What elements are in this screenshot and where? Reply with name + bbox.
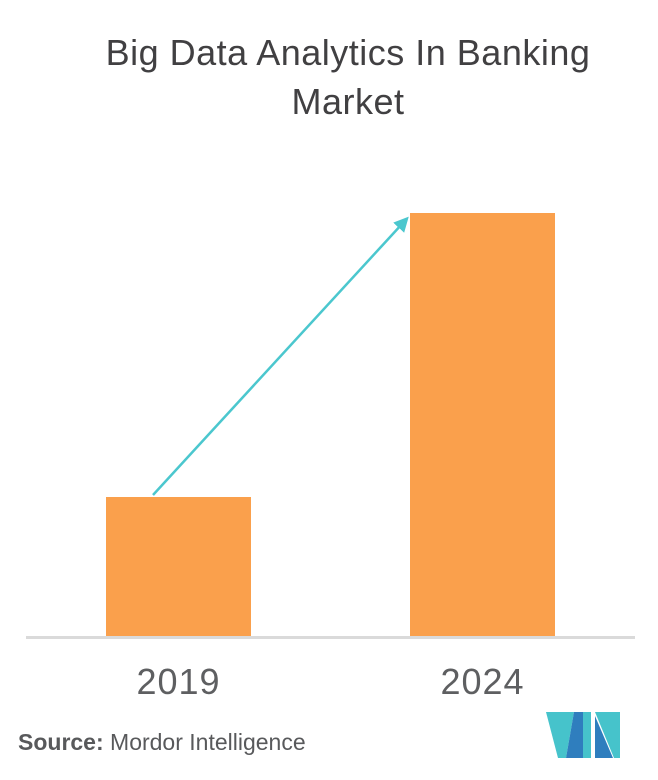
bar-2019	[106, 497, 251, 637]
x-label-2019: 2019	[136, 661, 221, 702]
source-label: Source:	[18, 729, 104, 755]
bar-2024	[410, 213, 555, 637]
source-attribution: Source: Mordor Intelligence	[18, 729, 306, 756]
growth-arrow-line	[152, 216, 409, 496]
mordor-intelligence-logo	[546, 712, 620, 758]
x-axis-line	[26, 636, 635, 639]
source-text: Mordor Intelligence	[110, 729, 306, 755]
chart-title: Big Data Analytics In Banking Market	[105, 32, 591, 122]
x-label-2024: 2024	[440, 661, 525, 702]
